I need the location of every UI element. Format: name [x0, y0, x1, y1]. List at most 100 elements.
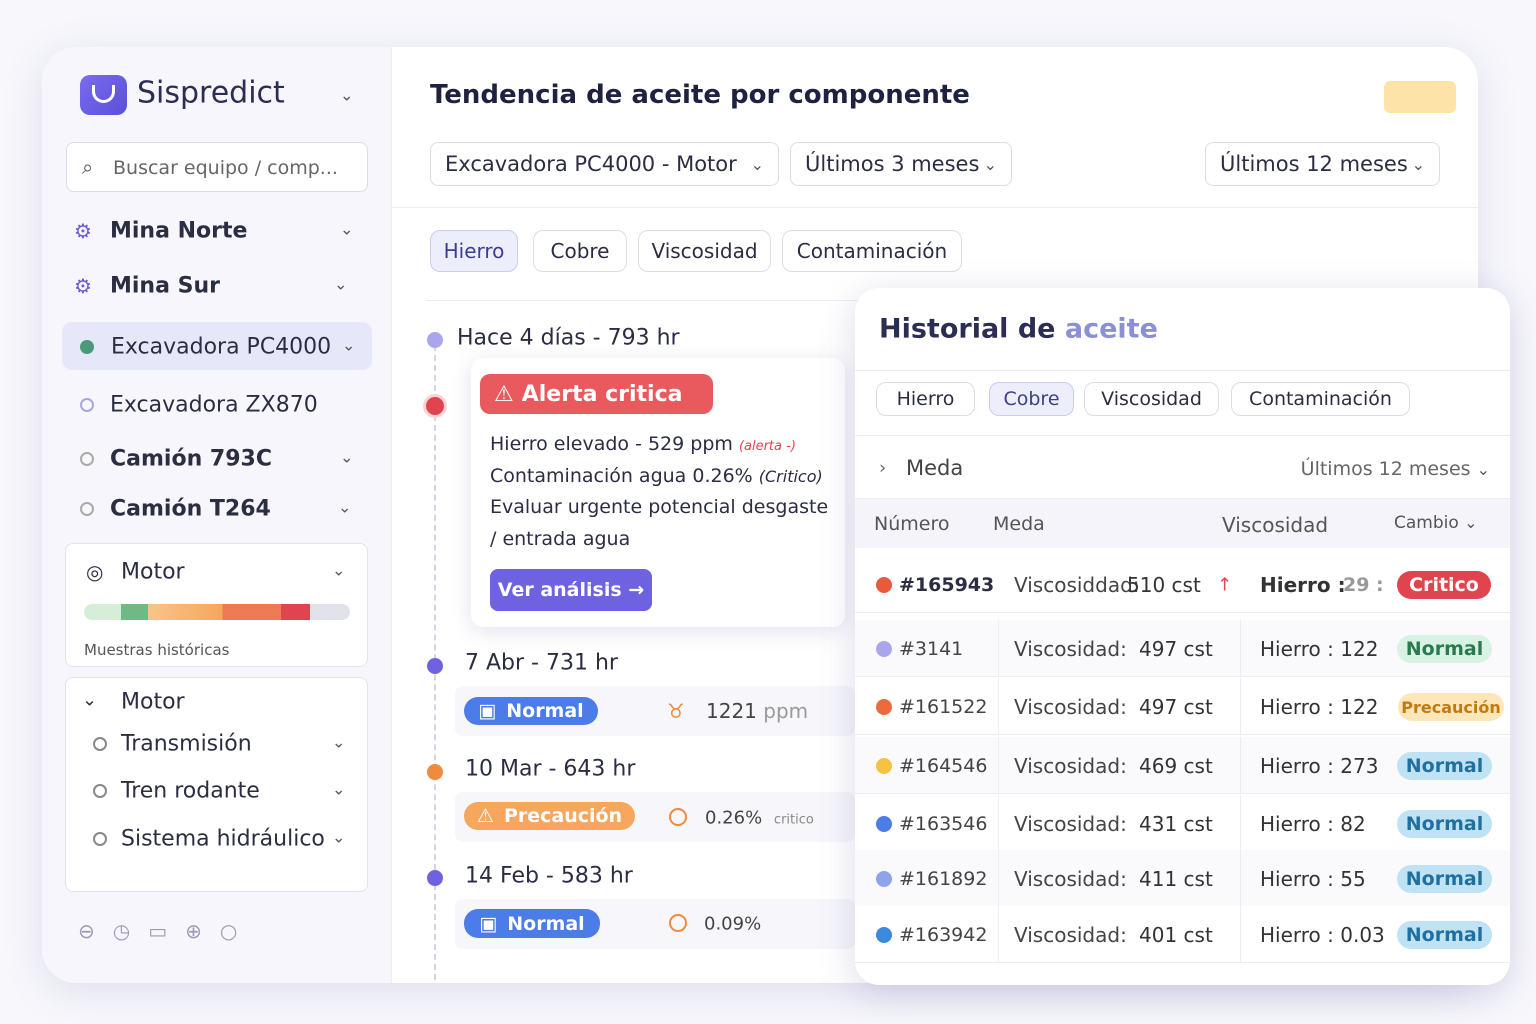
submenu-item[interactable]: Transmisión: [121, 731, 252, 757]
column-header: Viscosidad: [1222, 513, 1329, 537]
nav-item[interactable]: Mina Sur: [110, 273, 220, 299]
cell-divider: [1240, 737, 1241, 794]
submenu-title[interactable]: Motor: [121, 689, 185, 715]
chevron[interactable]: ⌄: [338, 497, 352, 517]
icon: ♉: [667, 699, 685, 723]
chevron[interactable]: ⌄: [332, 779, 346, 799]
status-badge: Normal: [1397, 865, 1492, 893]
chevron[interactable]: ⌄: [332, 560, 346, 580]
submenu-item[interactable]: Tren rodante: [121, 778, 260, 804]
status-badge: Normal: [1397, 810, 1492, 838]
timeline-dot: [427, 658, 443, 674]
cell-divider: [1240, 620, 1241, 677]
tab[interactable]: Cobre: [533, 230, 627, 272]
chevron[interactable]: ⌄: [82, 689, 98, 711]
timeline-dot: [423, 394, 447, 418]
cell-divider: [1240, 850, 1241, 907]
visc-value: 469 cst: [1139, 754, 1213, 778]
table-row[interactable]: [855, 556, 1510, 613]
alert-line: / entrada agua: [490, 528, 631, 550]
visc-value: 497 cst: [1139, 637, 1213, 661]
wear-bar: [84, 604, 350, 620]
row-dot: [876, 577, 892, 593]
unit: critico: [773, 812, 814, 828]
row-id: #161892: [899, 868, 988, 890]
cell-divider: [998, 737, 999, 794]
search-icon: ⌕: [82, 155, 94, 179]
timeline-dot: [427, 870, 443, 886]
button[interactable]: Ver análisis →: [490, 569, 652, 611]
chevron[interactable]: ⌄: [332, 827, 346, 847]
tab[interactable]: Contaminación: [782, 230, 962, 272]
select[interactable]: Excavadora PC4000 - Motor ⌄: [430, 142, 779, 186]
iron: Hierro : 122: [1260, 695, 1379, 719]
footer-icons[interactable]: ⊖◷▭⊕○: [78, 919, 256, 943]
nav-item[interactable]: Camión 793C: [110, 446, 272, 472]
select[interactable]: Últimos 3 meses ⌄: [790, 142, 1012, 186]
status-badge: Critico: [1397, 571, 1491, 599]
select[interactable]: Últimos 12 meses ⌄: [1205, 142, 1440, 186]
chevron[interactable]: ⌄: [340, 219, 354, 239]
iron: Hierro :: [1260, 573, 1346, 597]
text: Hierro elevado - 529 ppm: [490, 433, 733, 455]
range[interactable]: Últimos 12 meses ⌄: [1300, 458, 1490, 480]
value-text: 0.26%: [705, 807, 763, 829]
badge-text: Normal: [506, 700, 584, 722]
row-id: #163942: [899, 924, 988, 946]
visc-label: Viscosiddad:: [1014, 573, 1140, 597]
row-id: #161522: [899, 696, 988, 718]
tab[interactable]: Cobre: [989, 382, 1074, 416]
note: (alerta -): [738, 439, 796, 454]
text: Contaminación agua 0.26%: [490, 465, 753, 487]
timeline-label: 7 Abr - 731 hr: [465, 650, 618, 676]
tab[interactable]: Hierro: [430, 230, 518, 272]
visc-value: 497 cst: [1139, 695, 1213, 719]
radio[interactable]: [93, 832, 107, 846]
row-id: #163546: [899, 813, 988, 835]
row-dot: [876, 871, 892, 887]
chevron[interactable]: ⌄: [340, 447, 354, 467]
chevron[interactable]: ⌄: [334, 274, 348, 294]
badge-icon: [1384, 81, 1456, 113]
tab[interactable]: Hierro: [876, 382, 975, 416]
chevron[interactable]: ⌄: [342, 335, 356, 355]
radio[interactable]: [93, 784, 107, 798]
icon: ◎: [86, 560, 104, 584]
iron: Hierro : 82: [1260, 812, 1366, 836]
visc-label: Viscosidad:: [1014, 867, 1127, 891]
nav-item[interactable]: Camión T264: [110, 496, 271, 522]
iron: Hierro : 122: [1260, 637, 1379, 661]
visc-value: 401 cst: [1139, 923, 1213, 947]
status-badge: ▣ Normal: [464, 697, 598, 725]
tab[interactable]: Contaminación: [1231, 382, 1410, 416]
alert-line: Evaluar urgente potencial desgaste: [490, 496, 829, 518]
radio[interactable]: [93, 737, 107, 751]
chevron[interactable]: ⌄: [340, 85, 354, 105]
icon: [669, 914, 687, 932]
row-id: #3141: [899, 638, 964, 660]
column-header: Meda: [993, 513, 1045, 535]
row-dot: [876, 816, 892, 832]
value: 0.09%: [704, 913, 762, 935]
divider: [392, 207, 1478, 208]
range-text: Últimos 12 meses: [1300, 458, 1471, 480]
nav-item[interactable]: Mina Norte: [110, 218, 248, 244]
timeline-label: 14 Feb - 583 hr: [465, 863, 633, 889]
visc-value: 411 cst: [1139, 867, 1213, 891]
status-badge: Normal: [1397, 635, 1492, 663]
nav-item[interactable]: Excavadora PC4000: [111, 334, 332, 360]
search-placeholder[interactable]: Buscar equipo / comp...: [113, 157, 338, 179]
submenu-item[interactable]: Sistema hidráulico: [121, 826, 325, 852]
chevron[interactable]: ⌄: [332, 732, 346, 752]
cell-divider: [998, 906, 999, 963]
nav-active[interactable]: [62, 322, 372, 370]
nav-item[interactable]: Excavadora ZX870: [110, 392, 318, 418]
tab[interactable]: Viscosidad: [1084, 382, 1219, 416]
tab[interactable]: Viscosidad: [638, 230, 771, 272]
cell-divider: [998, 620, 999, 677]
visc-value: 510 cst: [1127, 573, 1201, 597]
search-box[interactable]: [66, 142, 368, 192]
filter[interactable]: Meda: [906, 456, 964, 480]
main-title: Tendencia de aceite por componente: [430, 80, 970, 110]
status-dot: [80, 398, 94, 412]
